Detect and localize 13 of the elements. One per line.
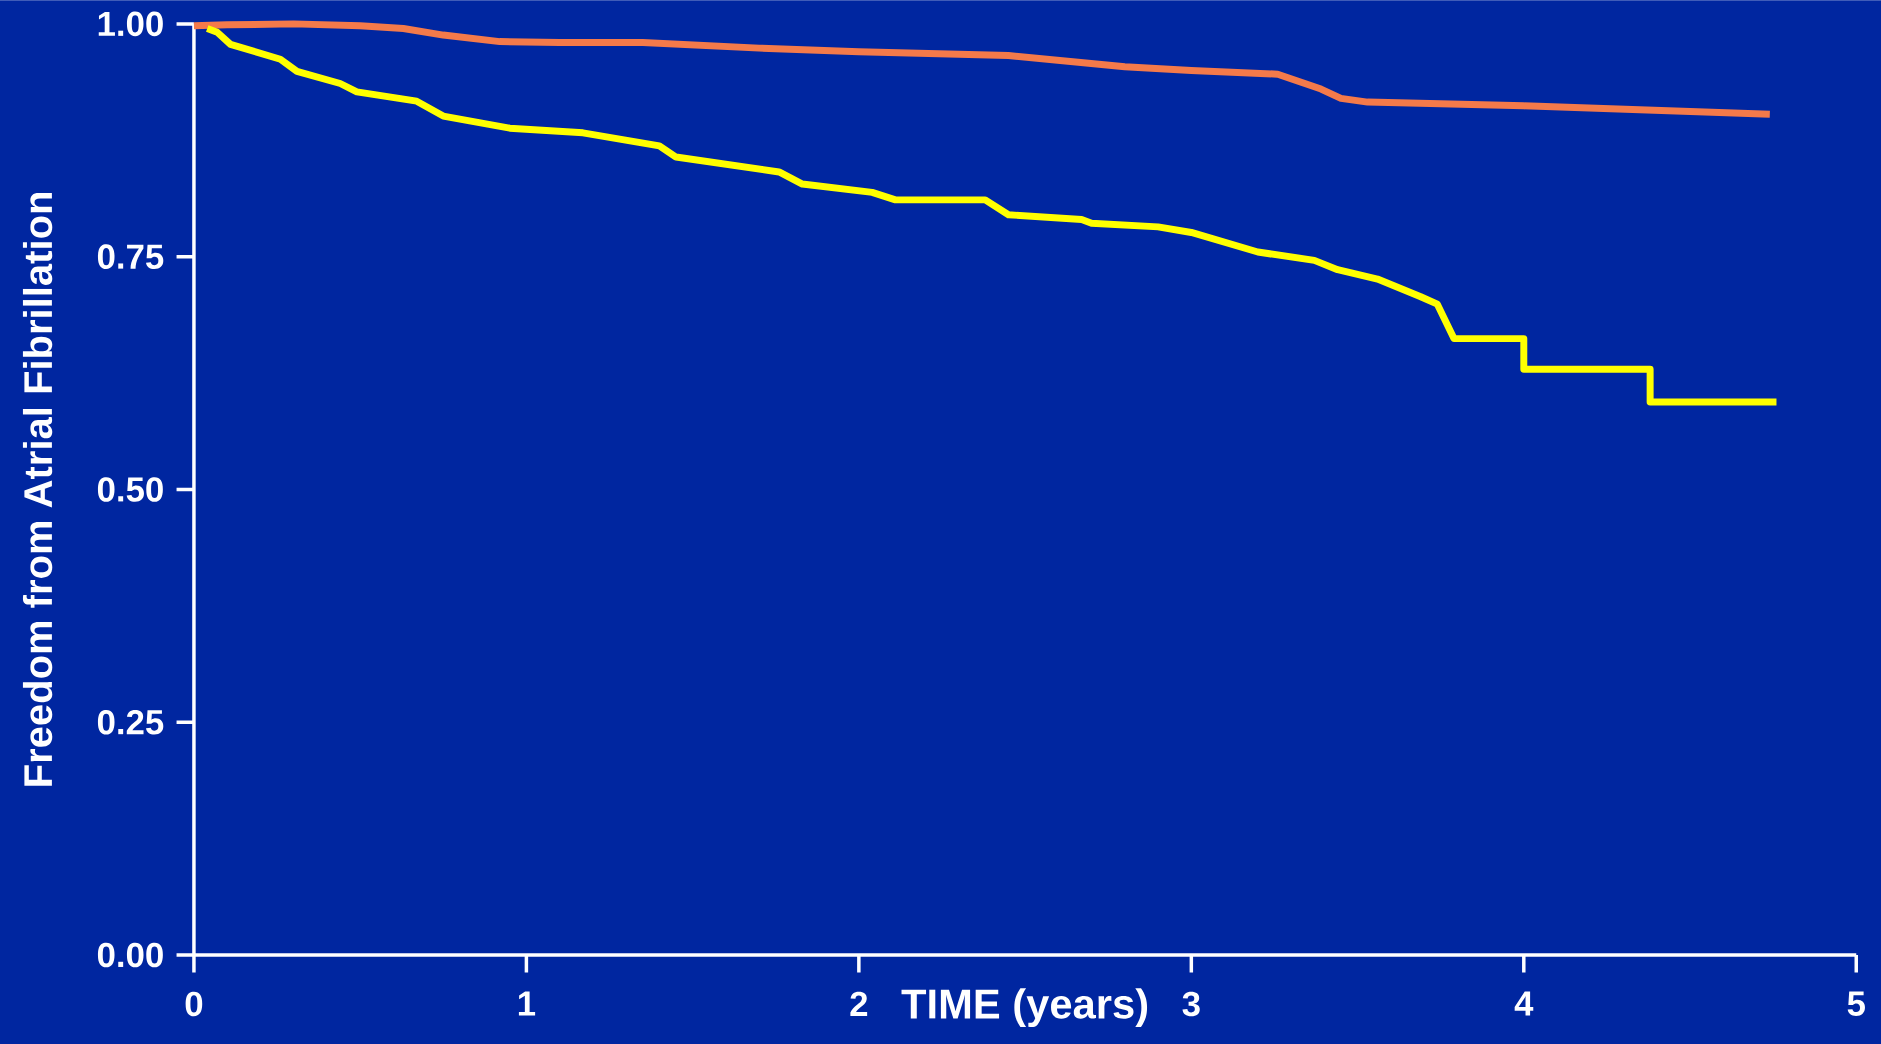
- x-tick-label: 2: [850, 991, 868, 1016]
- y-tick-label: 0.50: [97, 477, 163, 502]
- x-tick-label: 4: [1514, 991, 1534, 1016]
- x-tick-label: 3: [1182, 991, 1200, 1017]
- y-tick-label: 0.75: [97, 244, 164, 269]
- x-tick-label: 1: [518, 991, 536, 1016]
- x-tick-label: 5: [1847, 991, 1865, 1016]
- y-axis-title: Freedom from Atrial Fibrillation: [22, 193, 53, 786]
- y-tick-label: 1.00: [98, 11, 163, 37]
- x-tick-label: 0: [185, 991, 203, 1017]
- y-tick-label: 0.25: [97, 709, 164, 735]
- x-axis-title: TIME (years): [901, 988, 1148, 1028]
- y-tick-label: 0.00: [97, 942, 163, 968]
